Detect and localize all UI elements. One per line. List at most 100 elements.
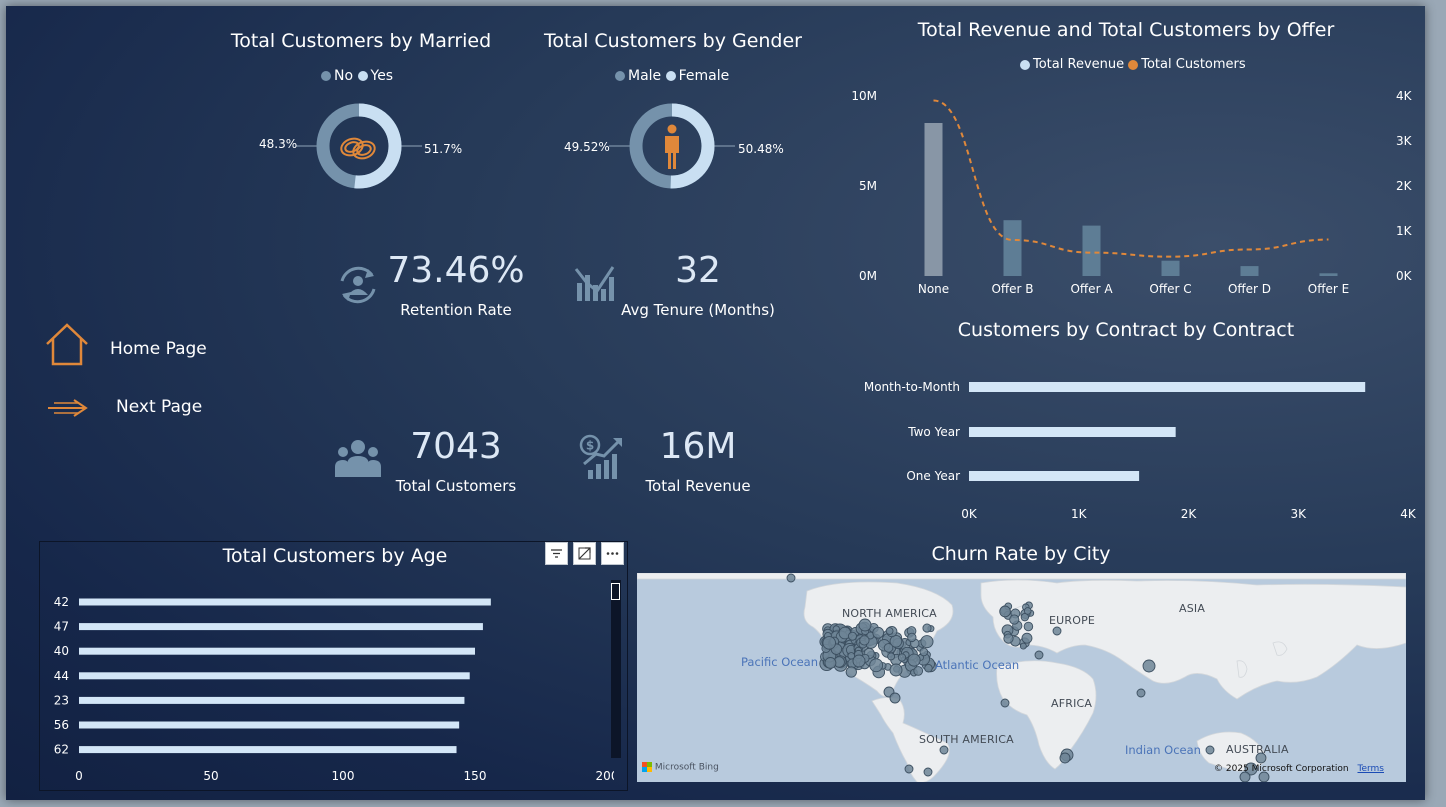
gender-donut[interactable] (559, 96, 799, 196)
city-bubbles[interactable] (637, 573, 1406, 782)
city-bubble[interactable] (824, 657, 837, 669)
city-bubble[interactable] (924, 663, 933, 673)
city-bubble[interactable] (1255, 752, 1267, 764)
city-bubble[interactable] (1019, 642, 1027, 650)
age-x-tick: 200 (596, 769, 614, 783)
revenue-bar[interactable] (924, 123, 943, 276)
next-page-label[interactable]: Next Page (116, 397, 203, 417)
age-category-label: 56 (54, 718, 69, 732)
city-bubble[interactable] (859, 635, 870, 646)
age-chart-scrollbar[interactable] (611, 580, 621, 758)
contract-bar-chart[interactable]: Month-to-Month Two Year One Year 0K 1K 2K 3K 4K (836, 358, 1416, 526)
city-bubble[interactable] (889, 635, 903, 648)
churn-map[interactable]: NORTH AMERICA EUROPE ASIA AFRICA SOUTH A… (637, 573, 1406, 782)
city-bubble[interactable] (897, 653, 907, 662)
city-bubble[interactable] (913, 666, 924, 676)
legend-item-total-customers[interactable]: Total Customers (1128, 57, 1246, 72)
age-bar[interactable] (79, 623, 483, 631)
city-bubble[interactable] (1258, 771, 1270, 782)
age-bar[interactable] (79, 598, 491, 606)
city-bubble[interactable] (1059, 752, 1071, 764)
contract-bar[interactable] (969, 427, 1176, 437)
city-bubble[interactable] (872, 626, 885, 639)
city-bubble[interactable] (904, 764, 914, 774)
city-bubble[interactable] (1244, 762, 1258, 776)
city-bubble[interactable] (887, 652, 896, 661)
city-bubble[interactable] (1239, 771, 1251, 782)
city-bubble[interactable] (1205, 745, 1215, 755)
offer-combo-chart[interactable]: 10M 5M 0M 4K 3K 2K 1K 0K None Offer B Offer A Offer… (836, 78, 1416, 300)
revenue-bar[interactable] (1161, 260, 1180, 276)
city-bubble[interactable] (852, 654, 866, 668)
city-bubble[interactable] (858, 618, 872, 632)
city-bubble[interactable] (1009, 614, 1020, 625)
city-bubble[interactable] (883, 643, 894, 653)
y-right-tick: 4K (1396, 89, 1413, 103)
city-bubble[interactable] (907, 653, 921, 667)
age-bar[interactable] (79, 721, 460, 729)
city-bubble[interactable] (869, 658, 884, 673)
age-bar[interactable] (79, 696, 465, 704)
city-bubble[interactable] (922, 623, 932, 633)
city-bubble[interactable] (1052, 626, 1062, 636)
total-revenue-value: 16M (659, 426, 737, 467)
city-bubble[interactable] (1034, 650, 1044, 660)
city-bubble[interactable] (1142, 659, 1156, 673)
home-page-button[interactable]: Home Page (44, 322, 224, 366)
city-bubble[interactable] (885, 627, 894, 635)
age-chart-visual[interactable]: Total Customers by Age (39, 541, 628, 791)
city-bubble[interactable] (1023, 621, 1034, 632)
city-bubble[interactable] (1021, 632, 1033, 644)
revenue-bar[interactable] (1319, 273, 1338, 276)
legend-item-no[interactable]: No (321, 68, 353, 84)
age-bar-chart[interactable]: 42 47 40 44 23 56 62 0 50 100 150 200 (39, 578, 614, 788)
city-bubble[interactable] (847, 631, 857, 641)
city-bubble[interactable] (786, 573, 796, 583)
city-bubble[interactable] (923, 767, 933, 777)
city-bubble[interactable] (845, 666, 857, 678)
contract-x-tick: 2K (1181, 507, 1198, 521)
city-bubble[interactable] (939, 745, 949, 755)
city-bubble[interactable] (999, 605, 1011, 618)
home-page-label[interactable]: Home Page (110, 339, 207, 359)
filter-button[interactable] (545, 542, 568, 565)
city-bubble[interactable] (889, 663, 903, 677)
contract-x-tick: 0K (961, 507, 978, 521)
city-bubble[interactable] (907, 632, 917, 643)
revenue-bar[interactable] (1003, 220, 1022, 276)
scrollbar-thumb[interactable] (611, 583, 620, 600)
city-bubble[interactable] (822, 636, 836, 650)
legend-item-female[interactable]: Female (665, 68, 729, 84)
revenue-bar[interactable] (1240, 266, 1259, 276)
svg-text:$: $ (586, 439, 594, 453)
age-bar[interactable] (79, 672, 470, 680)
revenue-bar[interactable] (1082, 225, 1101, 276)
contract-bar[interactable] (969, 382, 1366, 392)
next-page-button[interactable]: Next Page (46, 390, 226, 424)
age-bar[interactable] (79, 647, 475, 655)
city-bubble[interactable] (919, 647, 929, 657)
gender-pct-left: 49.52% (564, 140, 610, 154)
legend-item-male[interactable]: Male (615, 68, 661, 84)
focus-mode-button[interactable] (573, 542, 596, 565)
contract-bar[interactable] (969, 471, 1140, 481)
legend-item-total-revenue[interactable]: Total Revenue (1020, 57, 1124, 72)
customers-line[interactable] (933, 99, 1329, 258)
married-slice-yes[interactable] (316, 103, 402, 189)
wedding-rings-icon (340, 137, 376, 160)
gender-legend: Male Female (615, 68, 729, 84)
city-bubble[interactable] (920, 635, 934, 649)
city-bubble[interactable] (1023, 607, 1032, 615)
map-terms-link[interactable]: Terms (1357, 764, 1384, 774)
city-bubble[interactable] (1000, 698, 1010, 708)
total-customers-value: 7043 (410, 426, 502, 467)
city-bubble[interactable] (889, 692, 901, 704)
married-donut[interactable] (246, 96, 486, 196)
retention-rate-label: Retention Rate (400, 301, 512, 319)
city-bubble[interactable] (1136, 688, 1146, 698)
gender-slice-female[interactable] (629, 103, 715, 189)
more-options-button[interactable] (601, 542, 624, 565)
city-bubble[interactable] (1003, 633, 1014, 644)
legend-item-yes[interactable]: Yes (357, 68, 393, 84)
age-bar[interactable] (79, 746, 457, 754)
